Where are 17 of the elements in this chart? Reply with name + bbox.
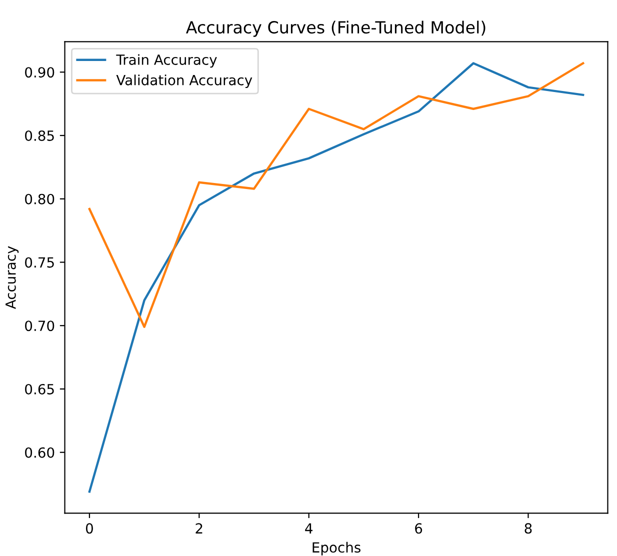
- y-tick-label: 0.85: [25, 130, 54, 141]
- x-tick-label: 0: [86, 523, 93, 534]
- y-tick-label: 0.90: [25, 67, 54, 78]
- chart-title: Accuracy Curves (Fine-Tuned Model): [186, 20, 486, 37]
- x-tick-label: 6: [415, 523, 422, 534]
- y-tick-label: 0.75: [25, 257, 54, 268]
- x-tick-label: 2: [196, 523, 202, 534]
- y-tick-label: 0.60: [25, 447, 54, 458]
- legend-label: Validation Accuracy: [116, 74, 252, 88]
- y-tick-label: 0.70: [25, 320, 54, 332]
- y-tick-label: 0.65: [25, 384, 54, 394]
- x-axis-title: Epochs: [312, 542, 360, 556]
- y-axis-title: Accuracy: [6, 246, 19, 310]
- x-tick-label: 4: [305, 523, 312, 534]
- y-tick-label: 0.80: [25, 194, 54, 204]
- legend-label: Train Accuracy: [116, 54, 217, 68]
- x-tick-label: 8: [524, 523, 532, 534]
